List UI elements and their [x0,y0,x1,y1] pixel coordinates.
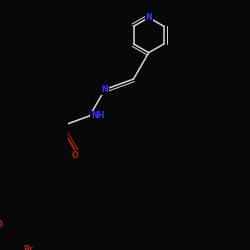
Text: NH: NH [91,111,104,120]
Text: N: N [145,13,152,22]
Text: N: N [102,85,108,94]
Text: O: O [0,220,2,229]
Text: Br: Br [23,244,33,250]
Text: O: O [72,151,78,160]
